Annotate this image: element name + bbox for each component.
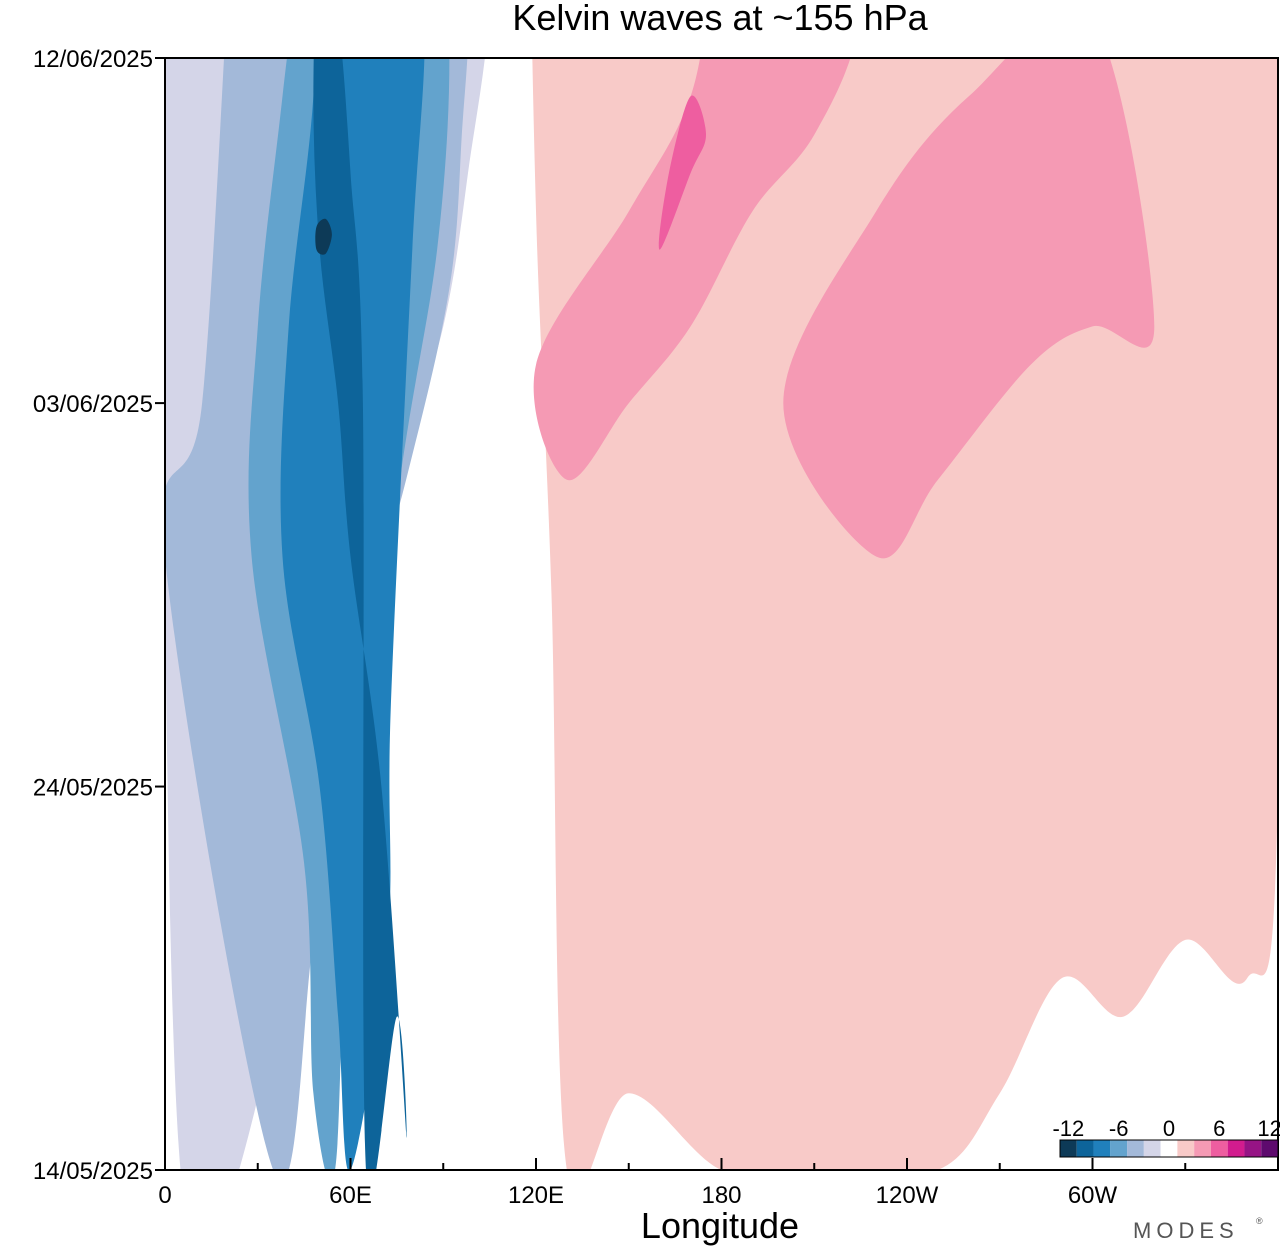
colorbar-swatch xyxy=(1227,1140,1245,1157)
colorbar-swatch xyxy=(1261,1140,1278,1157)
colorbar-label: 12 xyxy=(1257,1116,1280,1141)
colorbar-label: -12 xyxy=(1052,1116,1084,1141)
y-tick-label: 14/05/2025 xyxy=(33,1158,153,1185)
colorbar-swatch xyxy=(1110,1140,1128,1157)
x-tick-label: 180 xyxy=(701,1182,741,1209)
x-tick-label: 120E xyxy=(508,1182,564,1209)
contour-neg5 xyxy=(313,58,407,1170)
contour-pos2 xyxy=(533,58,851,481)
watermark: MODES xyxy=(1133,1218,1239,1243)
x-axis: 0 60E 120E 180 120W 60W xyxy=(158,1158,1187,1209)
colorbar-swatch xyxy=(1093,1140,1111,1157)
watermark-registered-mark: ® xyxy=(1256,1216,1268,1226)
colorbar-swatch xyxy=(1060,1140,1077,1157)
colorbar-label: -6 xyxy=(1109,1116,1129,1141)
colorbar-swatch xyxy=(1076,1140,1094,1157)
colorbar-swatch xyxy=(1160,1140,1178,1157)
colorbar-swatch xyxy=(1244,1140,1262,1157)
contour-pos3 xyxy=(783,58,1155,559)
colorbar-frame xyxy=(1059,1139,1279,1158)
colorbar-swatch xyxy=(1194,1140,1211,1157)
contour-pos1 xyxy=(532,58,1278,1170)
contour-fields xyxy=(165,58,1278,1170)
colorbar-swatch xyxy=(1177,1140,1195,1157)
x-tick-label: 120W xyxy=(876,1182,939,1209)
y-tick-label: 03/06/2025 xyxy=(33,391,153,418)
x-tick-label: 60E xyxy=(329,1182,372,1209)
contour-neg6 xyxy=(315,218,332,255)
x-tick-label: 60W xyxy=(1068,1182,1118,1209)
y-axis: 14/05/2025 24/05/2025 03/06/2025 12/06/2025 xyxy=(33,46,165,1185)
colorbar-swatch xyxy=(1127,1140,1144,1157)
x-tick-label: 0 xyxy=(158,1182,171,1209)
colorbar-swatch xyxy=(1210,1140,1228,1157)
colorbar-label: 0 xyxy=(1163,1116,1175,1141)
colorbar-swatch xyxy=(1143,1140,1161,1157)
chart-title: Kelvin waves at ~155 hPa xyxy=(512,0,928,38)
colorbar-label: 6 xyxy=(1213,1116,1225,1141)
y-tick-label: 12/06/2025 xyxy=(33,46,153,73)
contour-pos4 xyxy=(658,95,706,250)
y-tick-label: 24/05/2025 xyxy=(33,775,153,802)
x-axis-label: Longitude xyxy=(641,1205,799,1246)
colorbar: -12 -6 0 6 12 xyxy=(1052,1116,1280,1158)
